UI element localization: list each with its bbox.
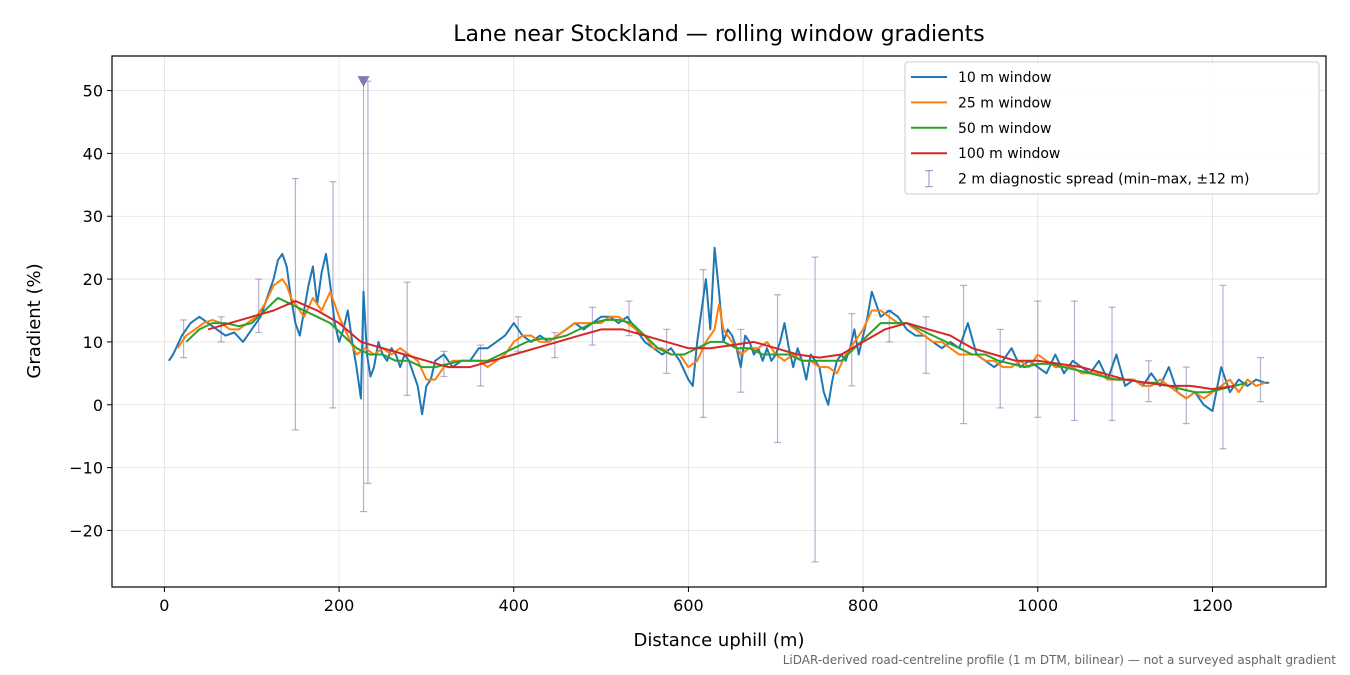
- y-tick-label: 0: [93, 396, 103, 415]
- error-bar: [1070, 300, 1078, 422]
- error-bar: [1256, 357, 1264, 403]
- error-bar: [1145, 360, 1153, 403]
- series-line-2: [176, 278, 1266, 400]
- series-line-3: [185, 296, 1248, 394]
- legend-label: 25 m window: [958, 95, 1051, 111]
- error-bar: [1034, 300, 1042, 418]
- x-tick-label: 1000: [1017, 596, 1058, 615]
- x-tick-label: 400: [498, 596, 529, 615]
- series-line-1: [167, 246, 1270, 416]
- error-bar: [403, 281, 411, 396]
- legend-label: 50 m window: [958, 121, 1051, 137]
- x-axis-label: Distance uphill (m): [634, 630, 805, 651]
- y-tick-label: 10: [83, 333, 103, 352]
- legend-label: 100 m window: [958, 146, 1060, 162]
- footnote: LiDAR-derived road-centreline profile (1…: [783, 653, 1337, 667]
- legend-swatch-errorbar: [925, 170, 933, 188]
- y-tick-label: 20: [83, 270, 103, 289]
- error-bar: [255, 278, 263, 334]
- error-bar: [477, 344, 485, 387]
- error-bar: [1108, 306, 1116, 422]
- error-bar: [1219, 284, 1227, 450]
- error-bar: [774, 294, 782, 444]
- legend-box: [904, 61, 1320, 195]
- legend: 10 m window 25 m window 50 m window 100 m w…: [904, 61, 1320, 195]
- x-tick-label: 800: [848, 596, 879, 615]
- x-tick-label: 600: [673, 596, 704, 615]
- y-ticks: −20 −10 0 10 20 30 40 50: [69, 82, 112, 540]
- series-line-4: [207, 300, 1235, 391]
- legend-label: 10 m window: [958, 70, 1051, 86]
- overflow-marker: [357, 76, 370, 88]
- error-bar: [1182, 366, 1190, 425]
- y-tick-label: 30: [83, 207, 103, 226]
- plot-frame: [111, 55, 1327, 588]
- error-bar: [329, 181, 337, 409]
- error-bar: [996, 328, 1004, 409]
- error-bar: [588, 306, 596, 346]
- error-bar: [217, 316, 225, 343]
- triangle-down-marker: [357, 76, 370, 88]
- error-bar: [811, 256, 819, 563]
- y-tick-label: −10: [69, 459, 103, 478]
- y-axis-label: Gradient (%): [24, 263, 45, 378]
- y-tick-label: 50: [83, 82, 103, 101]
- y-tick-label: 40: [83, 144, 103, 163]
- error-bar: [922, 316, 930, 374]
- x-tick-label: 1200: [1192, 596, 1233, 615]
- legend-label: 2 m diagnostic spread (min–max, ±12 m): [958, 172, 1249, 188]
- y-tick-label: −20: [69, 521, 103, 540]
- error-bar: [364, 80, 372, 484]
- x-tick-label: 0: [159, 596, 169, 615]
- series-lines: [167, 246, 1270, 416]
- x-tick-label: 200: [324, 596, 355, 615]
- chart-title: Lane near Stockland — rolling window gra…: [453, 22, 984, 47]
- x-ticks: 0 200 400 600 800 1000 1200: [159, 587, 1233, 615]
